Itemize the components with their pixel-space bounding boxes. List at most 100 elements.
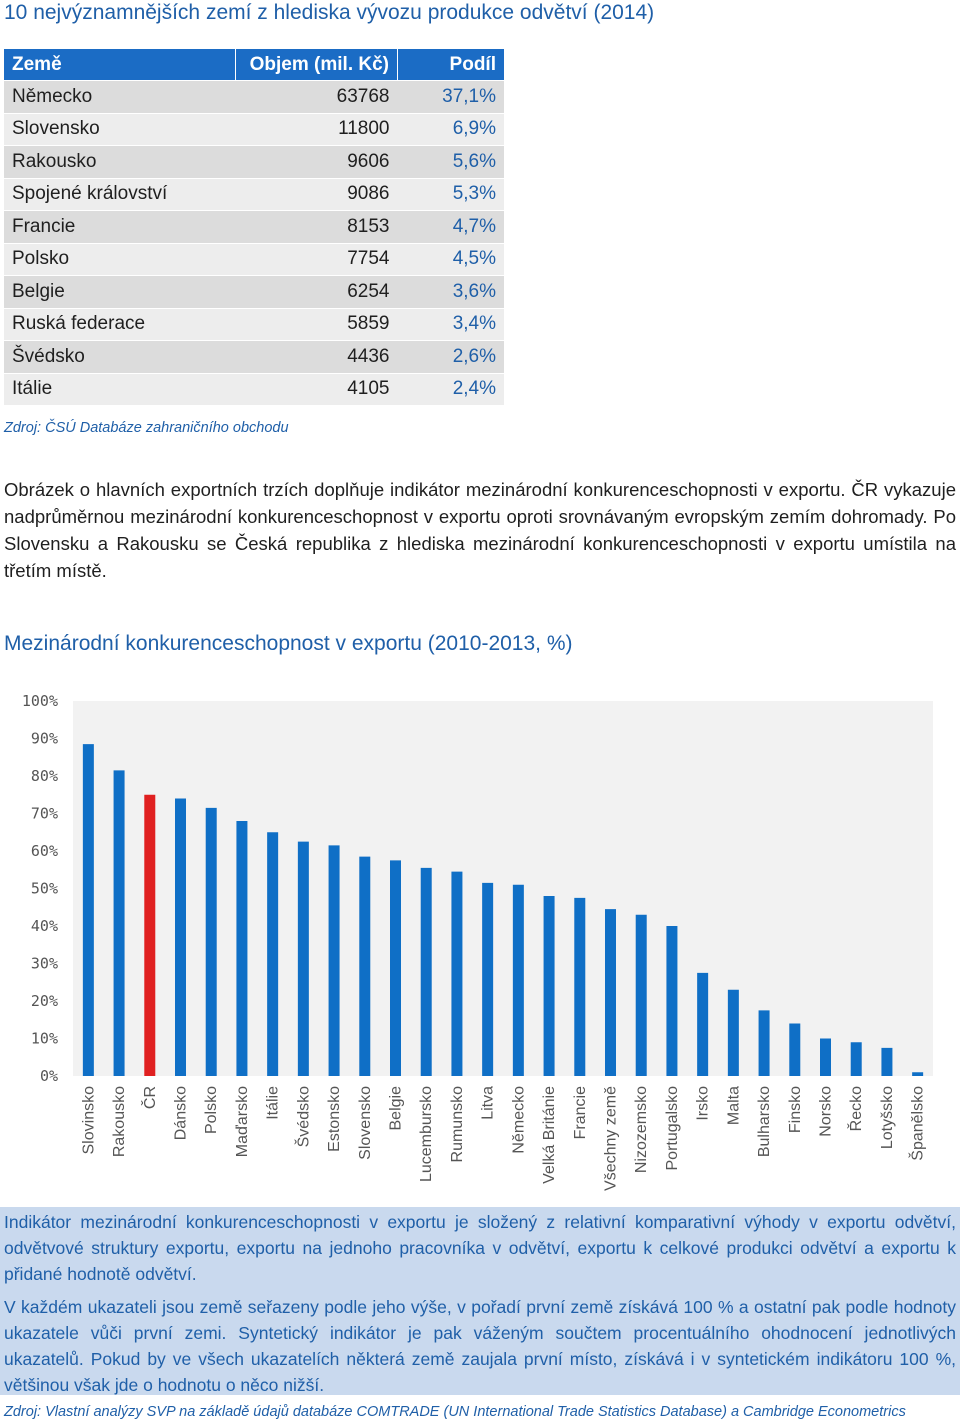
cell-country: Itálie [4, 372, 236, 405]
bar [543, 896, 555, 1076]
bar [850, 1042, 862, 1076]
y-tick-label: 30% [31, 955, 58, 973]
bar [267, 832, 279, 1076]
x-tick-label: Německo [510, 1086, 527, 1154]
x-tick-label: Švédsko [293, 1086, 312, 1147]
bar [912, 1072, 924, 1076]
table-row: Německo 63768 37,1% [4, 80, 504, 113]
y-tick-label: 0% [40, 1067, 58, 1085]
x-tick-label: Itálie [265, 1086, 282, 1120]
bar [113, 770, 125, 1076]
header-share: Podíl [397, 49, 504, 81]
bar [605, 909, 616, 1076]
cell-volume: 4436 [235, 340, 398, 373]
cell-share: 3,6% [397, 275, 504, 308]
y-tick-label: 70% [31, 805, 58, 823]
table-row: Belgie 6254 3,6% [4, 275, 504, 308]
cell-volume: 5859 [235, 307, 398, 341]
table-body: Německo 63768 37,1% Slovensko 11800 6,9% Rakou… [4, 80, 504, 405]
x-tick-label: Řecko [846, 1086, 865, 1131]
cell-share: 4,7% [397, 210, 504, 243]
bar-chart: 0% 10% 20% 30% 40% 50% 60% 70% 80% 90% 100% Slovins… [22, 692, 933, 1191]
bar [236, 821, 248, 1076]
header-volume: Objem (mil. Kč) [235, 49, 398, 81]
table-row: Polsko 7754 4,5% [4, 242, 504, 276]
x-tick-label: Litva [480, 1086, 497, 1120]
table-row: Rakousko 9606 5,6% [4, 145, 504, 178]
x-tick-label: ČR [140, 1086, 159, 1109]
description-paragraph: Obrázek o hlavních exportních trzích dop… [4, 479, 956, 581]
y-tick-label: 20% [31, 992, 58, 1010]
x-tick-label: Francie [572, 1086, 589, 1139]
cell-country: Slovensko [4, 112, 236, 146]
bar [881, 1047, 893, 1076]
bar [297, 841, 309, 1076]
note-paragraph-2: V každém ukazateli jsou země seřazeny po… [4, 1297, 956, 1395]
chart-source: Zdroj: Vlastní analýzy SVP na základě úd… [4, 1404, 906, 1420]
cell-volume: 9086 [235, 177, 398, 211]
x-tick-label: Rumunsko [449, 1086, 466, 1163]
x-tick-label: Belgie [388, 1086, 405, 1131]
x-tick-label: Nizozemsko [633, 1086, 650, 1173]
bar [666, 926, 678, 1076]
bar [574, 897, 586, 1076]
x-tick-label: Irsko [695, 1086, 712, 1121]
cell-share: 2,6% [397, 340, 504, 373]
cell-volume: 7754 [235, 242, 398, 276]
cell-country: Polsko [4, 242, 236, 276]
cell-country: Spojené království [4, 177, 236, 211]
x-tick-label: Polsko [203, 1086, 220, 1134]
bar [420, 867, 432, 1076]
note-paragraph-1: Indikátor mezinárodní konkurenceschopnos… [4, 1212, 956, 1284]
plot-area [73, 701, 933, 1076]
x-tick-label: Norsko [818, 1086, 835, 1137]
y-tick-label: 10% [31, 1030, 58, 1048]
table-row: Itálie 4105 2,4% [4, 372, 504, 405]
bar [175, 798, 186, 1076]
table-header-row: Země Objem (mil. Kč) Podíl [4, 49, 504, 81]
cell-volume: 11800 [235, 112, 398, 146]
bar [789, 1023, 801, 1076]
y-tick-label: 60% [31, 842, 58, 860]
bar [390, 860, 401, 1076]
y-tick-label: 80% [31, 767, 58, 785]
x-tick-label: Malta [725, 1086, 742, 1125]
cell-country: Belgie [4, 275, 236, 308]
cell-share: 37,1% [397, 80, 504, 113]
table-row: Slovensko 11800 6,9% [4, 112, 504, 146]
bar [635, 914, 647, 1076]
x-tick-label: Dánsko [173, 1086, 190, 1140]
page-title: 10 nejvýznamnějších zemí z hlediska vývo… [4, 1, 655, 24]
cell-share: 4,5% [397, 242, 504, 276]
cell-share: 6,9% [397, 112, 504, 146]
y-tick-label: 50% [31, 880, 58, 898]
x-tick-label: Maďarsko [234, 1086, 251, 1157]
cell-volume: 63768 [235, 80, 398, 113]
cell-country: Ruská federace [4, 307, 236, 341]
table-row: Ruská federace 5859 3,4% [4, 307, 504, 341]
y-tick-label: 40% [31, 917, 58, 935]
y-tick-label: 100% [22, 692, 58, 710]
bar [512, 884, 524, 1076]
bar [451, 871, 463, 1076]
cell-share: 5,3% [397, 177, 504, 211]
bar [727, 989, 739, 1076]
x-tick-label: Slovensko [357, 1086, 374, 1160]
x-tick-label: Španělsko [908, 1086, 927, 1161]
x-tick-label: Slovinsko [80, 1086, 97, 1155]
cell-volume: 8153 [235, 210, 398, 243]
table-row: Spojené království 9086 5,3% [4, 177, 504, 211]
x-tick-label: Rakousko [111, 1086, 128, 1157]
bar [328, 845, 340, 1076]
bar [758, 1010, 770, 1076]
x-tick-label: Finsko [787, 1086, 804, 1133]
cell-volume: 6254 [235, 275, 398, 308]
y-tick-label: 90% [31, 730, 58, 748]
cell-country: Francie [4, 210, 236, 243]
table-row: Francie 8153 4,7% [4, 210, 504, 243]
x-tick-label: Bulharsko [756, 1086, 773, 1157]
bar [359, 856, 371, 1076]
cell-volume: 4105 [235, 372, 398, 405]
x-tick-label: Lucembursko [418, 1086, 435, 1182]
table-row: Švédsko 4436 2,6% [4, 340, 504, 373]
